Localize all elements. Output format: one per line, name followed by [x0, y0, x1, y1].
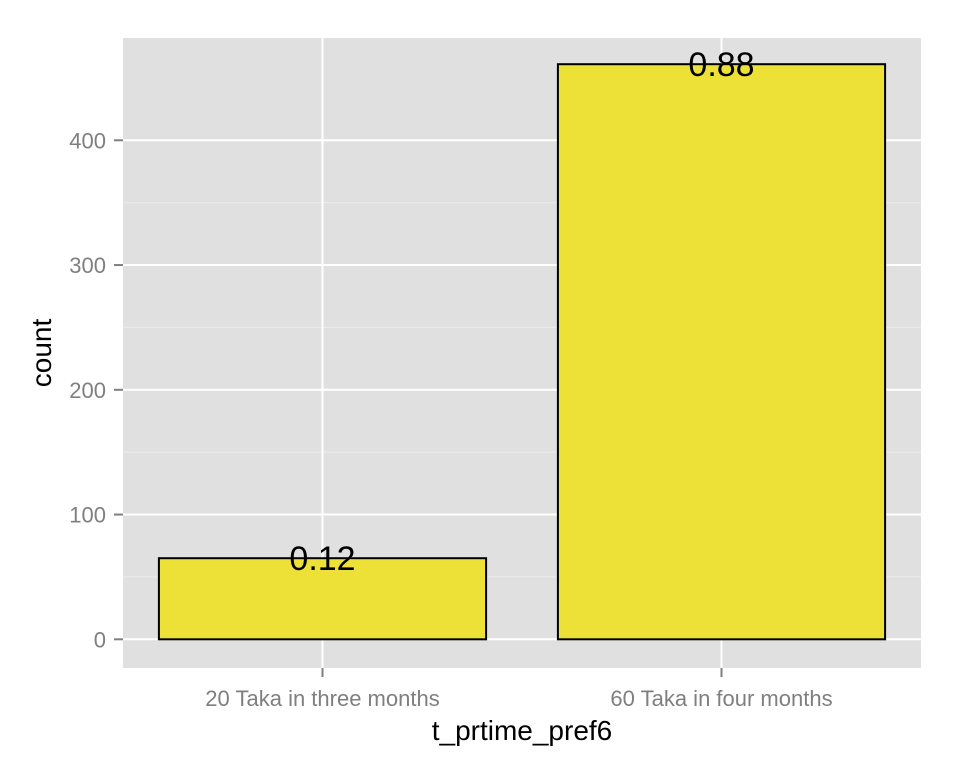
- x-tick-label: 20 Taka in three months: [205, 686, 439, 711]
- x-axis: 20 Taka in three months 60 Taka in four m…: [205, 668, 833, 711]
- y-tick-label: 0: [94, 627, 106, 652]
- y-tick-label: 100: [69, 503, 106, 528]
- bar: [556, 63, 887, 641]
- bar-data-labels: 0.12 0.88: [289, 46, 754, 578]
- y-tick-label: 400: [69, 128, 106, 153]
- bar: [157, 557, 488, 641]
- y-axis-title: count: [26, 319, 57, 388]
- bars-group: [157, 63, 887, 641]
- y-tick-label: 300: [69, 253, 106, 278]
- x-axis-title: t_prtime_pref6: [432, 715, 613, 746]
- bar-data-label: 0.88: [688, 46, 754, 84]
- y-axis: 0 100 200 300 400: [69, 128, 123, 652]
- bar-data-label: 0.12: [289, 540, 355, 578]
- x-tick-label: 60 Taka in four months: [610, 686, 832, 711]
- y-tick-label: 200: [69, 378, 106, 403]
